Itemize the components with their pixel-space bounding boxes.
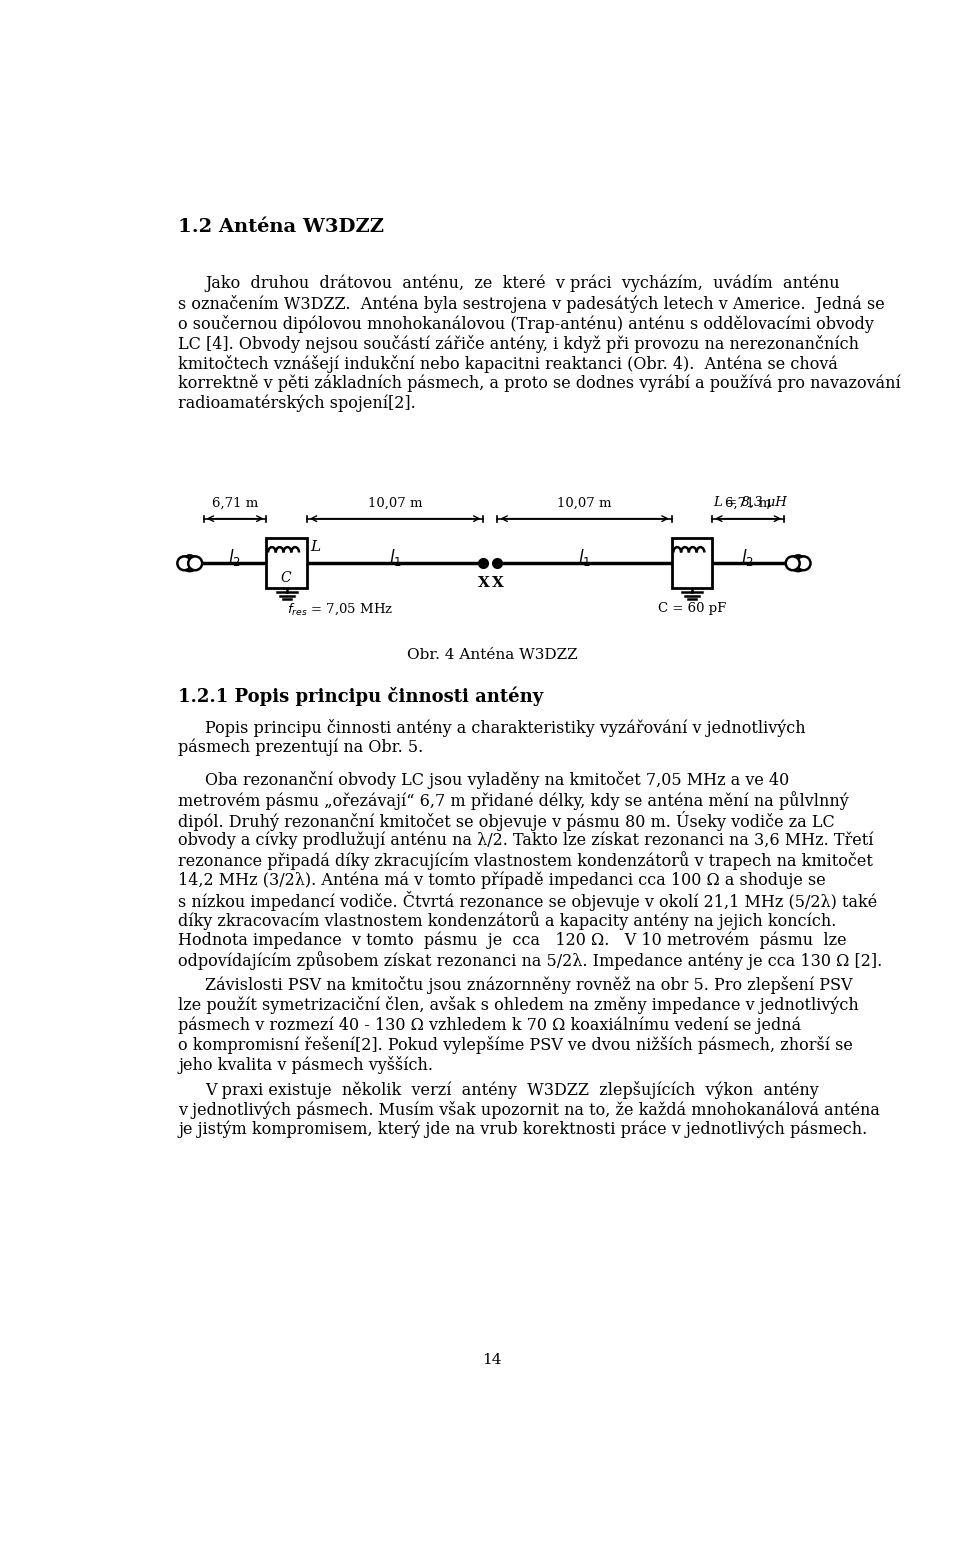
- Text: pásmech prezentují na Obr. 5.: pásmech prezentují na Obr. 5.: [179, 739, 423, 756]
- Text: C: C: [280, 570, 291, 584]
- Circle shape: [178, 556, 191, 570]
- Text: s označením W3DZZ.  Anténa byla sestrojena v padesátých letech v Americe.  Jedná: s označením W3DZZ. Anténa byla sestrojen…: [179, 294, 885, 313]
- Text: LC [4]. Obvody nejsou součástí zářiče antény, i když při provozu na nerezonanční: LC [4]. Obvody nejsou součástí zářiče an…: [179, 335, 859, 352]
- Text: radioamatérských spojení[2].: radioamatérských spojení[2].: [179, 395, 416, 412]
- Bar: [267, 538, 307, 587]
- Text: L = 8,3 μH: L = 8,3 μH: [713, 496, 787, 510]
- Circle shape: [188, 556, 203, 570]
- Text: Hodnota impedance  v tomto  pásmu  je  cca   120 Ω.   V 10 metrovém  pásmu  lze: Hodnota impedance v tomto pásmu je cca 1…: [179, 932, 847, 949]
- Text: $f_{res}$ = 7,05 MHz: $f_{res}$ = 7,05 MHz: [287, 601, 393, 617]
- Circle shape: [790, 555, 805, 570]
- Text: metrovém pásmu „ořezávají“ 6,7 m přidané délky, kdy se anténa mění na půlvlnný: metrovém pásmu „ořezávají“ 6,7 m přidané…: [179, 790, 849, 811]
- Text: C = 60 pF: C = 60 pF: [658, 601, 726, 615]
- Text: X: X: [477, 575, 490, 589]
- Text: dipól. Druhý rezonanční kmitočet se objevuje v pásmu 80 m. Úseky vodiče za LC: dipól. Druhý rezonanční kmitočet se obje…: [179, 811, 835, 831]
- Text: 1.2 Anténa W3DZZ: 1.2 Anténa W3DZZ: [179, 219, 384, 236]
- Circle shape: [790, 555, 805, 570]
- Text: o kompromisní řešení[2]. Pokud vylepšíme PSV ve dvou nižších pásmech, zhorší se: o kompromisní řešení[2]. Pokud vylepšíme…: [179, 1035, 853, 1054]
- Text: 14: 14: [482, 1353, 502, 1367]
- Text: obvody a cívky prodlužují anténu na λ/2. Takto lze získat rezonanci na 3,6 MHz. : obvody a cívky prodlužují anténu na λ/2.…: [179, 831, 874, 849]
- Text: L: L: [310, 541, 320, 555]
- Text: je jistým kompromisem, který jde na vrub korektnosti práce v jednotlivých pásmec: je jistým kompromisem, který jde na vrub…: [179, 1121, 868, 1138]
- Text: $l_1$: $l_1$: [389, 547, 401, 567]
- Text: $l_2$: $l_2$: [741, 547, 755, 567]
- Circle shape: [182, 555, 198, 570]
- Bar: [672, 538, 712, 587]
- Text: 1.2.1 Popis principu činnosti antény: 1.2.1 Popis principu činnosti antény: [179, 687, 543, 705]
- Text: lze použít symetrizaciční člen, avšak s ohledem na změny impedance v jednotlivýc: lze použít symetrizaciční člen, avšak s …: [179, 997, 859, 1014]
- Text: $l_2$: $l_2$: [228, 547, 241, 567]
- Text: $l_1$: $l_1$: [578, 547, 590, 567]
- Text: o součernou dipólovou mnohokanálovou (Trap-anténu) anténu s oddělovacími obvody: o součernou dipólovou mnohokanálovou (Tr…: [179, 315, 874, 333]
- Circle shape: [785, 556, 800, 570]
- Text: odpovídajícím způsobem získat rezonanci na 5/2λ. Impedance antény je cca 130 Ω [: odpovídajícím způsobem získat rezonanci …: [179, 952, 882, 970]
- Circle shape: [797, 556, 810, 570]
- Text: X: X: [492, 575, 503, 589]
- Text: 10,07 m: 10,07 m: [557, 496, 612, 510]
- Circle shape: [182, 555, 198, 570]
- Text: jeho kvalita v pásmech vyšších.: jeho kvalita v pásmech vyšších.: [179, 1056, 433, 1074]
- Text: V praxi existuje  několik  verzí  antény  W3DZZ  zlepšujících  výkon  antény: V praxi existuje několik verzí antény W3…: [205, 1080, 819, 1099]
- Text: Jako  druhou  drátovou  anténu,  ze  které  v práci  vycházím,  uvádím  anténu: Jako druhou drátovou anténu, ze které v …: [205, 274, 840, 291]
- Text: kmitočtech vznášejí indukční nebo kapacitni reaktanci (Obr. 4).  Anténa se chová: kmitočtech vznášejí indukční nebo kapaci…: [179, 355, 838, 372]
- Text: 6,71 m: 6,71 m: [211, 496, 258, 510]
- Text: Obr. 4 Anténa W3DZZ: Obr. 4 Anténa W3DZZ: [407, 648, 577, 662]
- Text: s nízkou impedancí vodiče. Čtvrtá rezonance se objevuje v okolí 21,1 MHz (5/2λ) : s nízkou impedancí vodiče. Čtvrtá rezona…: [179, 891, 877, 911]
- Text: rezonance připadá díky zkracujícím vlastnostem kondenzátorů v trapech na kmitoče: rezonance připadá díky zkracujícím vlast…: [179, 851, 873, 870]
- Text: 14,2 MHz (3/2λ). Anténa má v tomto případě impedanci cca 100 Ω a shoduje se: 14,2 MHz (3/2λ). Anténa má v tomto přípa…: [179, 871, 826, 888]
- Text: 6,71 m: 6,71 m: [725, 496, 771, 510]
- Text: Oba rezonanční obvody LC jsou vyladěny na kmitočet 7,05 MHz a ve 40: Oba rezonanční obvody LC jsou vyladěny n…: [205, 772, 789, 789]
- Text: v jednotlivých pásmech. Musím však upozornit na to, že každá mnohokanálová antén: v jednotlivých pásmech. Musím však upozo…: [179, 1100, 880, 1119]
- Text: 10,07 m: 10,07 m: [368, 496, 422, 510]
- Text: Závislosti PSV na kmitočtu jsou znázornněny rovněž na obr 5. Pro zlepšení PSV: Závislosti PSV na kmitočtu jsou znázornn…: [205, 976, 852, 994]
- Text: díky zkracovacím vlastnostem kondenzátorů a kapacity antény na jejich koncích.: díky zkracovacím vlastnostem kondenzátor…: [179, 911, 836, 930]
- Text: pásmech v rozmezí 40 - 130 Ω vzhledem k 70 Ω koaxiálnímu vedení se jedná: pásmech v rozmezí 40 - 130 Ω vzhledem k …: [179, 1017, 802, 1034]
- Text: korrektně v pěti základních pásmech, a proto se dodnes vyrábí a používá pro nava: korrektně v pěti základních pásmech, a p…: [179, 375, 900, 392]
- Text: Popis principu činnosti antény a charakteristiky vyzářování v jednotlivých: Popis principu činnosti antény a charakt…: [205, 719, 805, 736]
